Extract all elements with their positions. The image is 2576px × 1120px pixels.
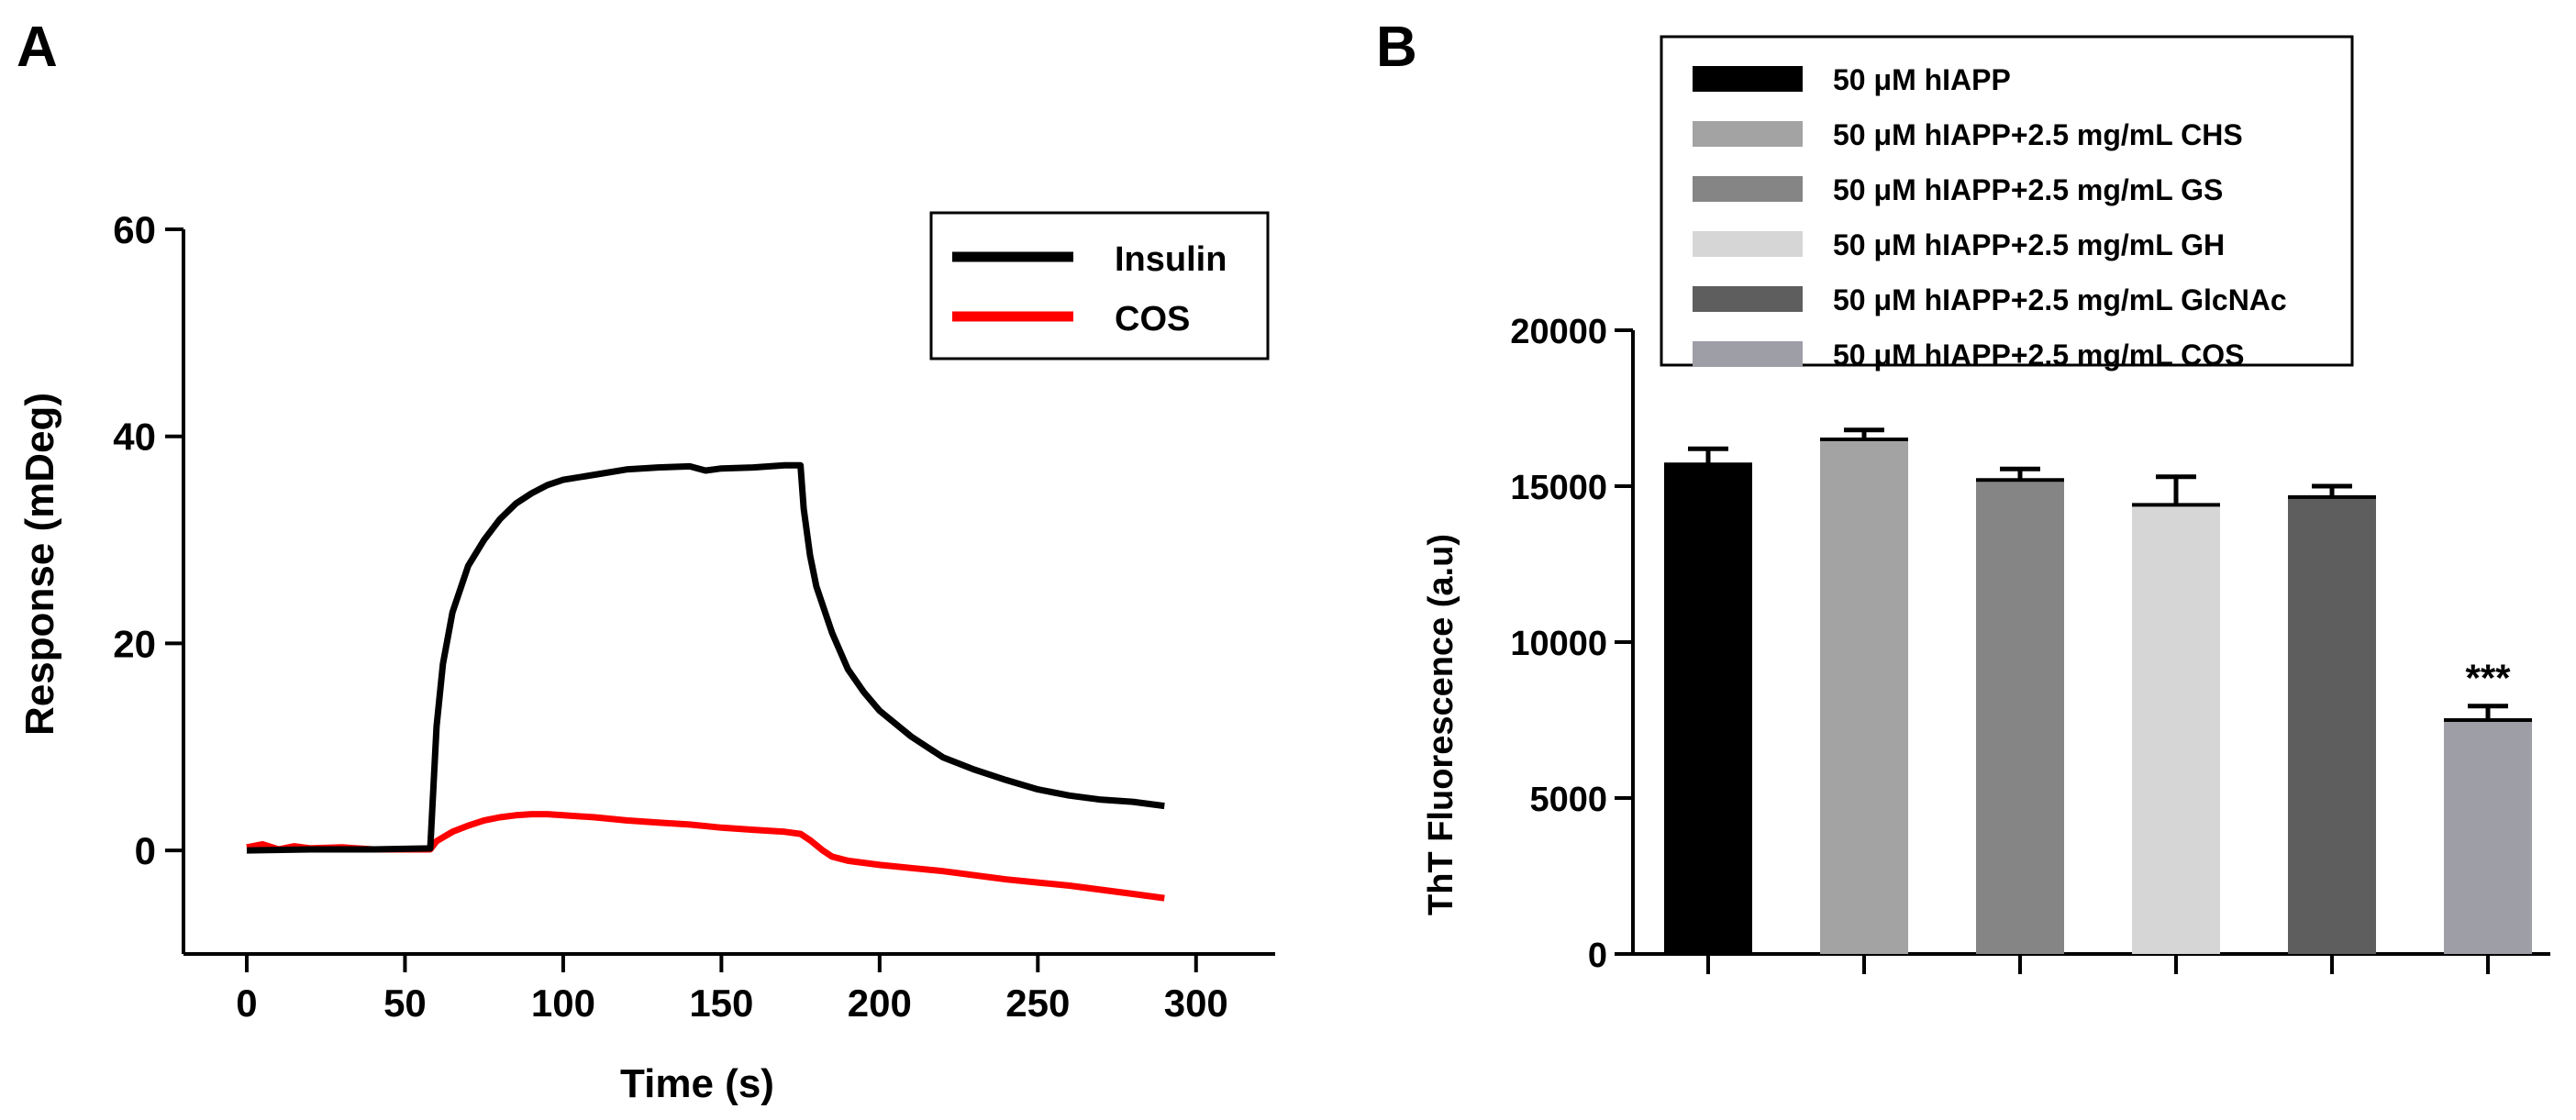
significance-label: *** (2465, 657, 2511, 700)
legend-swatch-b (1693, 231, 1803, 257)
x-tick-label: 0 (236, 981, 257, 1025)
legend-swatch-b (1693, 66, 1803, 92)
x-tick-label: 50 (383, 981, 427, 1025)
legend-label-b: 50 μM hIAPP (1833, 63, 2011, 96)
legend-swatch-b (1693, 286, 1803, 312)
bar (1664, 464, 1752, 954)
bar (1976, 480, 2064, 954)
bar (2132, 505, 2220, 954)
y-tick-label-b: 10000 (1510, 625, 1607, 663)
legend-swatch-b (1693, 176, 1803, 202)
bar-chart-legend: 50 μM hIAPP 50 μM hIAPP+2.5 mg/mL CHS 50 μ… (1660, 35, 2354, 371)
x-tick-label: 100 (531, 981, 595, 1025)
x-axis-label: Time (s) (620, 1061, 774, 1106)
y-axis-label-b: ThT Fluorescence (a.u) (1422, 534, 1460, 915)
legend-swatch-b (1693, 121, 1803, 147)
bar (2288, 496, 2376, 954)
bar-chart-bars-group: *** (1664, 427, 2532, 954)
legend-label-cos: COS (1115, 300, 1190, 338)
line-chart-axes: 0 20 40 60 0 50 100 150 200 250 300 (113, 208, 1275, 1025)
y-tick-label: 20 (113, 622, 156, 665)
legend-label-b: 50 μM hIAPP+2.5 mg/mL GS (1833, 173, 2223, 206)
bar (1820, 439, 1908, 954)
legend-label-b: 50 μM hIAPP+2.5 mg/mL GH (1833, 228, 2225, 261)
x-tick-label: 250 (1005, 981, 1070, 1025)
y-tick-label: 60 (113, 208, 156, 251)
legend-label-b: 50 μM hIAPP+2.5 mg/mL COS (1833, 338, 2244, 371)
series-line-cos (246, 811, 1165, 902)
panel-b-label: B (1376, 16, 1417, 79)
legend-label-b: 50 μM hIAPP+2.5 mg/mL CHS (1833, 118, 2243, 151)
y-tick-label-b: 15000 (1510, 469, 1607, 507)
bar (2444, 720, 2532, 954)
legend-label-b: 50 μM hIAPP+2.5 mg/mL GlcNAc (1833, 283, 2287, 316)
series-line-insulin (246, 461, 1165, 854)
bar-chart-axes: 0 5000 10000 15000 20000 (1510, 313, 2550, 975)
y-tick-label-b: 20000 (1510, 313, 1607, 351)
x-tick-label: 300 (1164, 981, 1228, 1025)
y-tick-label-b: 0 (1588, 937, 1607, 975)
x-tick-label: 150 (689, 981, 753, 1025)
legend-box (929, 211, 1270, 360)
bar-chart-panel-b: 0 5000 10000 15000 20000 *** ThT Fluorescenc… (1422, 35, 2550, 975)
y-tick-label: 0 (135, 829, 156, 872)
line-chart-legend: Insulin COS (929, 211, 1270, 360)
panel-a-label: A (17, 16, 58, 79)
y-axis-label: Response (mDeg) (17, 393, 62, 736)
x-tick-label: 200 (848, 981, 912, 1025)
legend-swatch-b (1693, 341, 1803, 367)
line-chart-panel-a: 0 20 40 60 0 50 100 150 200 250 300 Time (s) Respo… (17, 208, 1275, 1106)
legend-label-insulin: Insulin (1115, 240, 1227, 279)
y-tick-label: 40 (113, 416, 156, 459)
y-tick-label-b: 5000 (1529, 781, 1607, 819)
line-chart-series-group (246, 461, 1165, 902)
